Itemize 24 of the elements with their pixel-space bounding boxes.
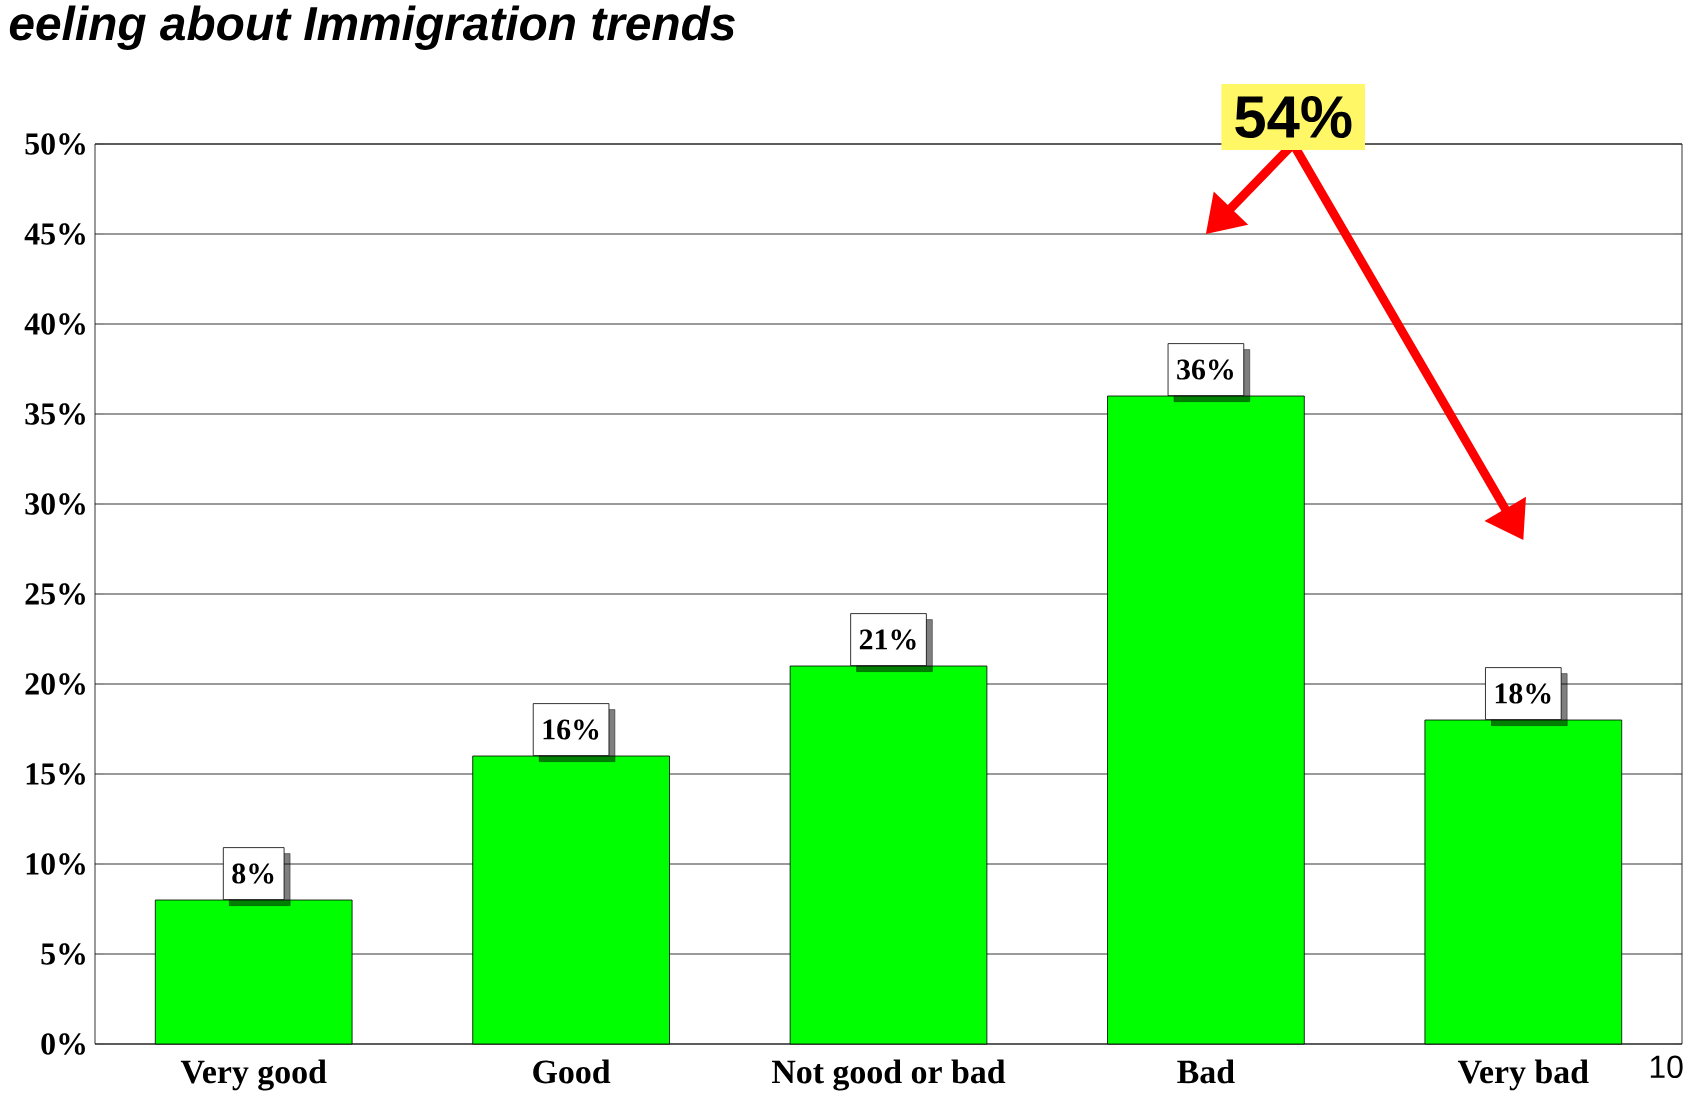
y-tick-label: 20% xyxy=(25,673,85,695)
data-label: 18% xyxy=(1495,683,1551,704)
x-tick-label: Very bad xyxy=(1457,1059,1589,1091)
y-tick-label: 30% xyxy=(25,493,85,515)
chart-title: eeling about Immigration trends xyxy=(9,5,735,50)
data-label: 8% xyxy=(232,863,274,884)
y-tick-label: 5% xyxy=(41,943,85,965)
y-tick-label: 50% xyxy=(25,133,85,155)
data-label: 21% xyxy=(859,629,916,650)
text: 10 xyxy=(1650,1055,1683,1079)
x-tick-label: Bad xyxy=(1177,1059,1235,1084)
y-tick-label: 25% xyxy=(25,583,85,605)
y-tick-label: 45% xyxy=(24,223,85,245)
y-tick-label: 35% xyxy=(25,403,85,425)
y-tick-label: 15% xyxy=(26,763,85,785)
y-tick-label: 10% xyxy=(26,853,85,875)
data-label: 16% xyxy=(543,719,599,740)
x-tick-label: Very good xyxy=(180,1059,327,1091)
text: 54% xyxy=(1235,95,1352,139)
data-label: 36% xyxy=(1177,359,1233,380)
y-tick-label: 40% xyxy=(24,313,85,335)
x-tick-label: Good xyxy=(533,1059,611,1084)
x-tick-label: Not good or bad xyxy=(772,1059,1006,1091)
y-tick-label: 0% xyxy=(41,1033,85,1055)
